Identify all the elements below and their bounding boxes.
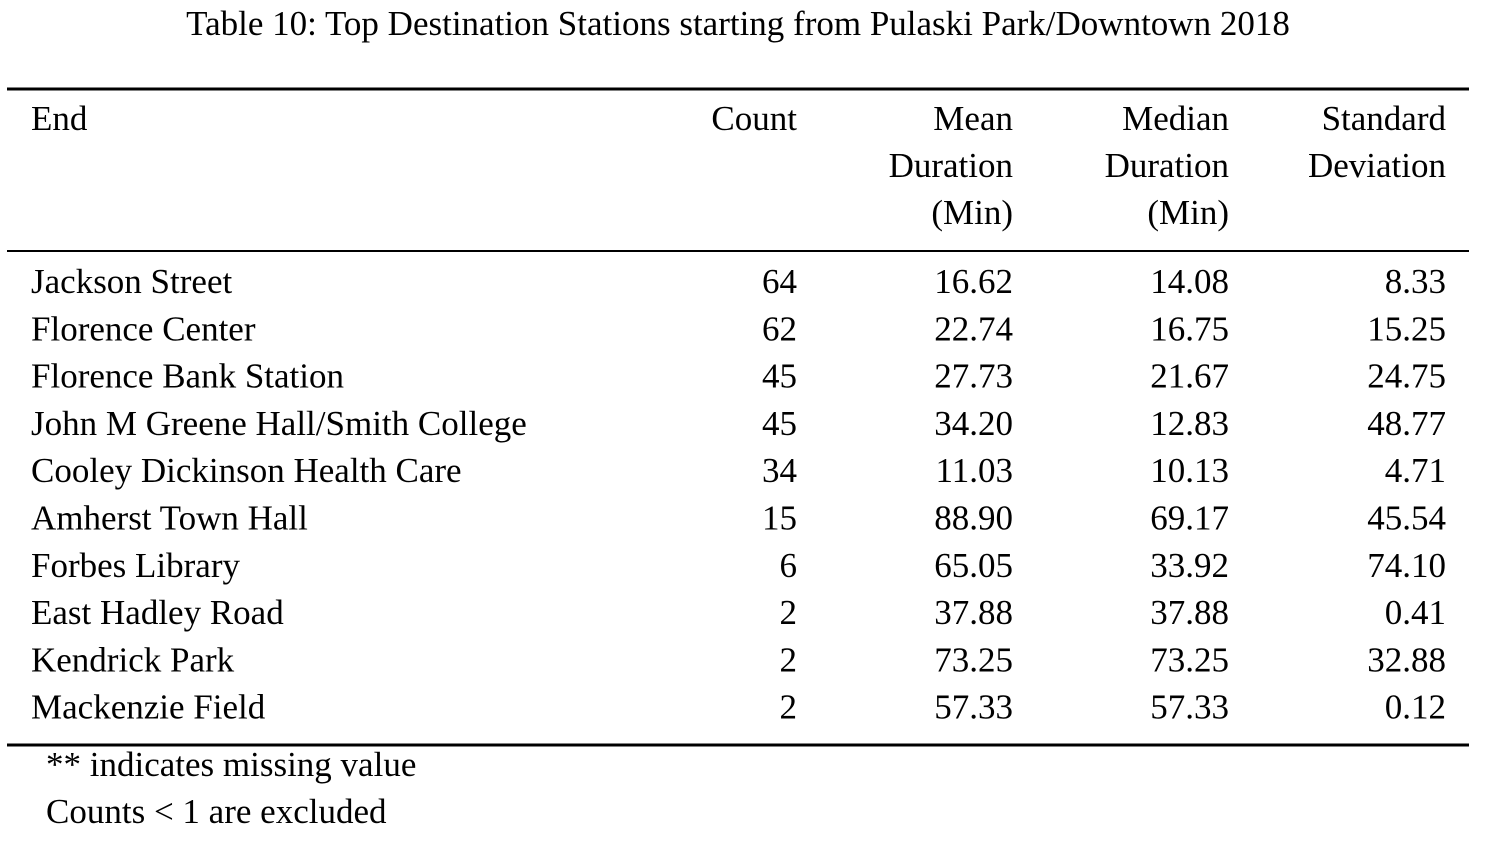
table-cell: 37.88 (1150, 593, 1229, 632)
table-cell: 45 (762, 357, 797, 396)
table-cell: 0.41 (1385, 593, 1446, 632)
column-header: Deviation (1308, 146, 1446, 185)
column-header: Duration (1105, 146, 1229, 185)
table-cell: 22.74 (934, 309, 1013, 348)
table-cell: 88.90 (934, 499, 1013, 538)
table-cell: 57.33 (1150, 688, 1229, 727)
column-header: Mean (933, 99, 1013, 138)
table-cell: 34 (762, 451, 797, 490)
table-note: Counts < 1 are excluded (46, 792, 387, 831)
table-cell: 48.77 (1367, 404, 1446, 443)
table-cell: 37.88 (934, 593, 1013, 632)
row-label: East Hadley Road (31, 593, 284, 632)
table-cell: 73.25 (934, 640, 1013, 679)
table-cell: 8.33 (1385, 262, 1446, 301)
column-header: (Min) (931, 193, 1013, 232)
table-cell: 10.13 (1150, 451, 1229, 490)
row-label: Cooley Dickinson Health Care (31, 451, 462, 490)
table-note: ** indicates missing value (46, 745, 416, 784)
table-cell: 14.08 (1150, 262, 1229, 301)
table-cell: 74.10 (1367, 546, 1446, 585)
table-cell: 34.20 (934, 404, 1013, 443)
column-header: Median (1122, 99, 1229, 138)
table-cell: 57.33 (934, 688, 1013, 727)
table-cell: 2 (780, 593, 798, 632)
table-cell: 65.05 (934, 546, 1013, 585)
row-label: Florence Bank Station (31, 357, 344, 396)
table-cell: 16.62 (934, 262, 1013, 301)
column-header: Standard (1322, 99, 1447, 138)
row-label: Jackson Street (31, 262, 232, 301)
table-cell: 12.83 (1150, 404, 1229, 443)
table-cell: 45 (762, 404, 797, 443)
column-header: (Min) (1147, 193, 1229, 232)
row-label: Florence Center (31, 309, 256, 348)
table-cell: 62 (762, 309, 797, 348)
table-cell: 2 (780, 640, 798, 679)
row-label: Forbes Library (31, 546, 240, 585)
table-cell: 27.73 (934, 357, 1013, 396)
table-cell: 11.03 (936, 451, 1013, 490)
table-cell: 73.25 (1150, 640, 1229, 679)
table-cell: 69.17 (1150, 499, 1229, 538)
table-caption: Table 10: Top Destination Stations start… (186, 4, 1290, 43)
row-label: John M Greene Hall/Smith College (31, 404, 527, 443)
table-cell: 32.88 (1367, 640, 1446, 679)
table-cell: 15 (762, 499, 797, 538)
table-cell: 15.25 (1367, 309, 1446, 348)
table-cell: 45.54 (1367, 499, 1446, 538)
table-cell: 16.75 (1150, 309, 1229, 348)
table-cell: 4.71 (1385, 451, 1446, 490)
table-cell: 64 (762, 262, 797, 301)
table-cell: 24.75 (1367, 357, 1446, 396)
table-cell: 0.12 (1385, 688, 1446, 727)
column-header: Count (711, 99, 797, 138)
row-label: Kendrick Park (31, 640, 235, 679)
row-label: Mackenzie Field (31, 688, 266, 727)
column-header: Duration (889, 146, 1013, 185)
column-header: End (31, 99, 88, 138)
table-cell: 2 (780, 688, 798, 727)
row-label: Amherst Town Hall (31, 499, 308, 538)
table-cell: 6 (780, 546, 798, 585)
table-cell: 21.67 (1150, 357, 1229, 396)
table-cell: 33.92 (1150, 546, 1229, 585)
